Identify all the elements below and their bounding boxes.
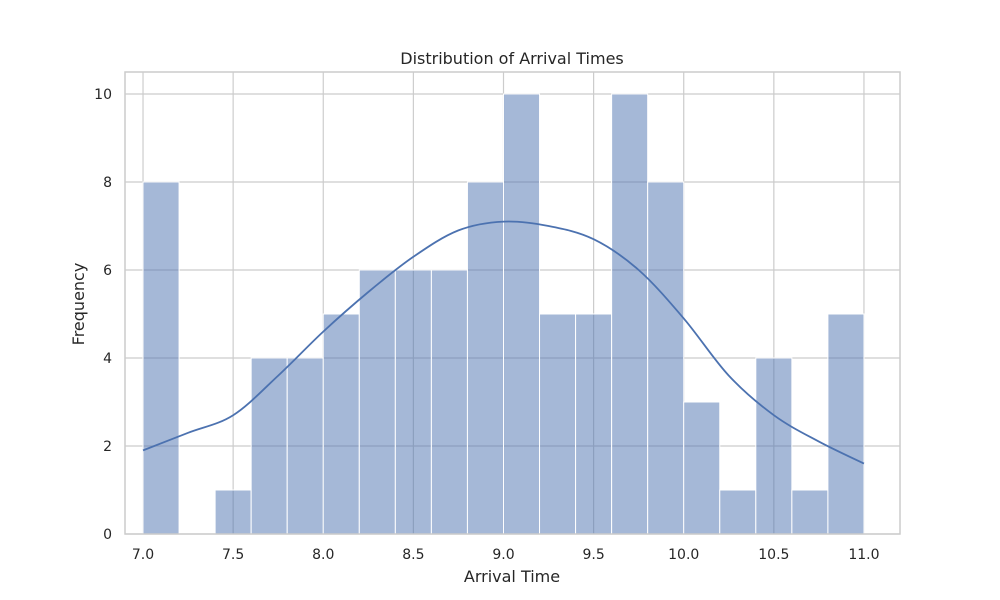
x-tick-labels: 7.0 7.5 8.0 8.5 9.0 9.5 10.0 10.5 11.0 <box>132 547 880 563</box>
x-tick-label: 11.0 <box>848 547 879 563</box>
histogram-bar <box>719 489 757 535</box>
histogram-bar <box>575 313 613 535</box>
kde-curve <box>142 220 865 465</box>
histogram-bar <box>502 93 541 535</box>
histogram-bar <box>394 269 432 535</box>
x-tick-label: 7.5 <box>222 547 244 563</box>
x-tick-label: 10.5 <box>758 547 789 563</box>
x-tick-label: 9.5 <box>582 547 604 563</box>
histogram-bar <box>791 489 829 535</box>
histogram-bars <box>142 93 865 535</box>
y-tick-label: 8 <box>103 175 112 191</box>
histogram-bar <box>322 313 360 535</box>
y-tick-label: 0 <box>103 527 112 543</box>
histogram-bar <box>286 357 324 535</box>
y-tick-label: 6 <box>103 263 112 279</box>
plot-frame <box>124 71 901 535</box>
y-tick-labels: 0 2 4 6 8 10 <box>94 87 112 543</box>
histogram-bar <box>142 181 180 535</box>
histogram-bar <box>611 93 649 535</box>
x-tick-label: 10.0 <box>668 547 699 563</box>
x-tick-label: 8.5 <box>402 547 424 563</box>
y-tick-label: 4 <box>103 351 112 367</box>
histogram-bar <box>683 401 721 535</box>
x-tick-label: 9.0 <box>492 547 514 563</box>
histogram-bar <box>827 313 865 535</box>
histogram-bar <box>250 357 288 535</box>
histogram-bar <box>214 489 252 535</box>
x-axis-label: Arrival Time <box>464 567 560 586</box>
x-tick-label: 7.0 <box>132 547 154 563</box>
histogram-bar <box>647 181 685 535</box>
histogram-bar <box>430 269 468 535</box>
y-tick-label: 10 <box>94 87 112 103</box>
histogram-bar <box>539 313 577 535</box>
histogram-bar <box>466 181 504 535</box>
histogram-bar <box>358 269 396 535</box>
y-tick-label: 2 <box>103 439 112 455</box>
y-axis-label: Frequency <box>69 263 88 346</box>
x-tick-label: 8.0 <box>312 547 334 563</box>
chart-title: Distribution of Arrival Times <box>400 49 624 68</box>
histogram-bar <box>755 357 793 535</box>
